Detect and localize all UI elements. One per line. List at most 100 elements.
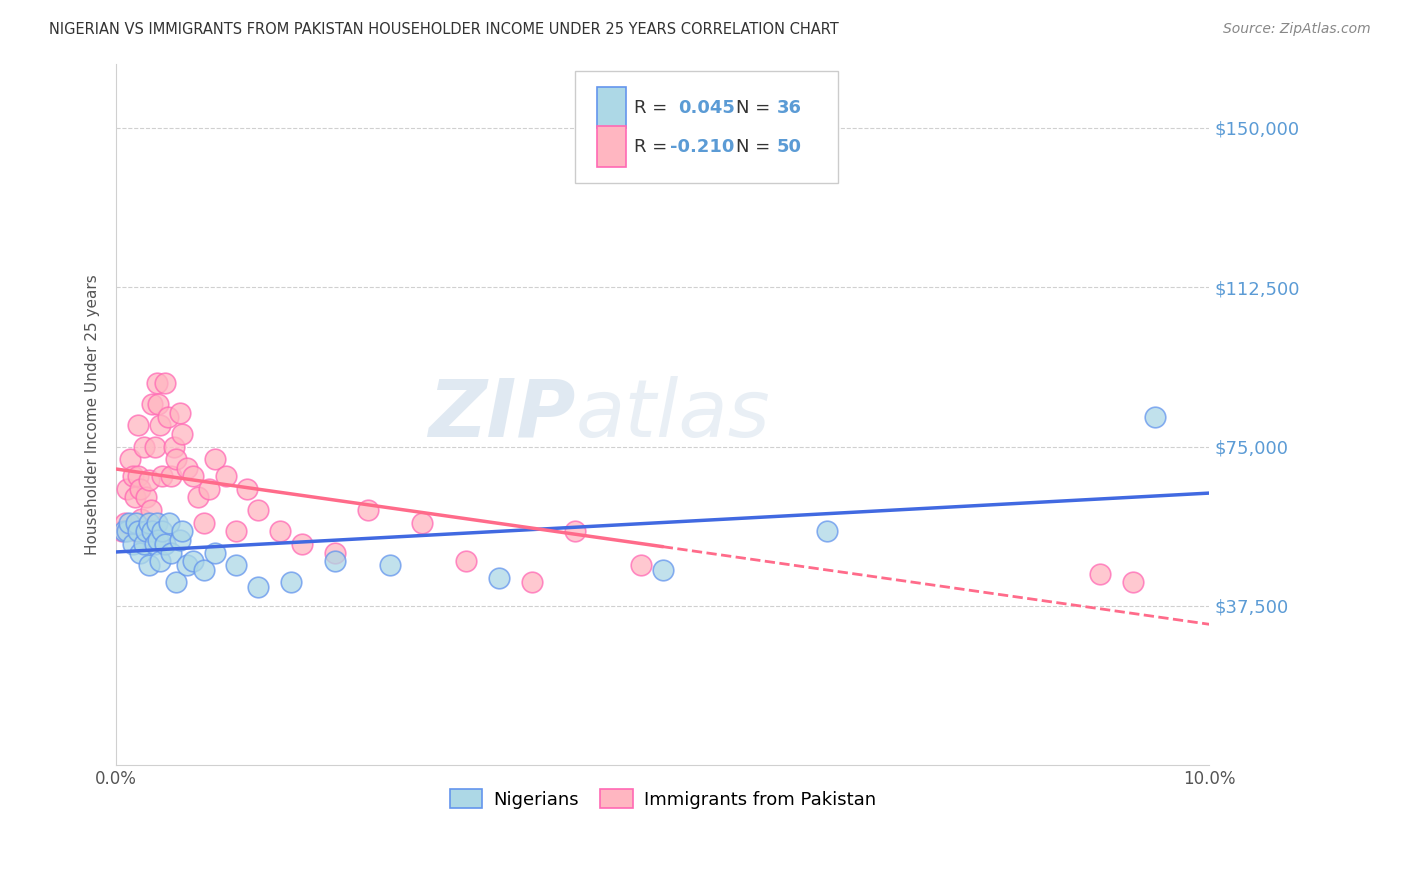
Point	[129, 546, 152, 560]
Point	[145, 376, 167, 390]
Point	[488, 571, 510, 585]
Point	[176, 558, 198, 573]
Point	[127, 524, 149, 539]
Point	[323, 554, 346, 568]
Point	[155, 376, 177, 390]
Point	[132, 537, 155, 551]
Point	[135, 491, 157, 505]
Point	[114, 516, 136, 530]
Point	[143, 537, 166, 551]
Point	[378, 558, 401, 573]
Point	[564, 524, 586, 539]
Point	[135, 524, 157, 539]
Point	[118, 516, 141, 530]
Point	[291, 537, 314, 551]
Point	[157, 516, 180, 530]
Text: 50: 50	[776, 137, 801, 156]
Legend: Nigerians, Immigrants from Pakistan: Nigerians, Immigrants from Pakistan	[443, 782, 883, 816]
Point	[112, 524, 135, 539]
Point	[138, 516, 160, 530]
Point	[198, 482, 221, 496]
Point	[146, 533, 169, 547]
Text: NIGERIAN VS IMMIGRANTS FROM PAKISTAN HOUSEHOLDER INCOME UNDER 25 YEARS CORRELATI: NIGERIAN VS IMMIGRANTS FROM PAKISTAN HOU…	[49, 22, 839, 37]
Point	[204, 452, 226, 467]
Point	[225, 524, 247, 539]
Point	[132, 440, 155, 454]
Point	[181, 469, 204, 483]
Point	[280, 575, 302, 590]
Point	[181, 554, 204, 568]
Point	[247, 503, 270, 517]
Point	[160, 546, 183, 560]
Text: N =: N =	[735, 98, 776, 117]
Text: 36: 36	[776, 98, 801, 117]
Point	[187, 491, 209, 505]
Text: ZIP: ZIP	[427, 376, 575, 454]
Point	[236, 482, 259, 496]
Point	[169, 405, 191, 419]
Point	[127, 469, 149, 483]
Point	[115, 482, 138, 496]
Text: 0.045: 0.045	[678, 98, 735, 117]
Point	[170, 426, 193, 441]
Point	[156, 409, 179, 424]
Point	[143, 440, 166, 454]
Point	[127, 418, 149, 433]
Point	[176, 460, 198, 475]
Point	[356, 503, 378, 517]
FancyBboxPatch shape	[575, 71, 838, 183]
Text: N =: N =	[735, 137, 776, 156]
Point	[520, 575, 543, 590]
Point	[150, 524, 173, 539]
Point	[131, 512, 153, 526]
Point	[1088, 566, 1111, 581]
Point	[1122, 575, 1144, 590]
Text: R =: R =	[634, 137, 673, 156]
Point	[111, 524, 134, 539]
Point	[135, 524, 157, 539]
Point	[121, 469, 143, 483]
Point	[141, 503, 163, 517]
Point	[630, 558, 652, 573]
Point	[170, 524, 193, 539]
Text: atlas: atlas	[575, 376, 770, 454]
Text: -0.210: -0.210	[671, 137, 735, 156]
Point	[124, 491, 146, 505]
Point	[193, 563, 215, 577]
Y-axis label: Householder Income Under 25 years: Householder Income Under 25 years	[86, 274, 100, 555]
Point	[163, 440, 186, 454]
Point	[160, 469, 183, 483]
Point	[193, 516, 215, 530]
Point	[121, 537, 143, 551]
Point	[115, 524, 138, 539]
Point	[138, 474, 160, 488]
Point	[125, 516, 148, 530]
FancyBboxPatch shape	[598, 126, 626, 168]
Point	[454, 554, 477, 568]
Point	[204, 546, 226, 560]
Point	[149, 418, 172, 433]
Point	[150, 469, 173, 483]
Point	[149, 554, 172, 568]
Text: Source: ZipAtlas.com: Source: ZipAtlas.com	[1223, 22, 1371, 37]
FancyBboxPatch shape	[598, 87, 626, 128]
Point	[145, 516, 167, 530]
Point	[269, 524, 291, 539]
Point	[651, 563, 673, 577]
Point	[1143, 409, 1166, 424]
Point	[411, 516, 433, 530]
Point	[138, 558, 160, 573]
Point	[129, 482, 152, 496]
Point	[125, 524, 148, 539]
Point	[247, 580, 270, 594]
Point	[169, 533, 191, 547]
Point	[155, 537, 177, 551]
Text: R =: R =	[634, 98, 673, 117]
Point	[323, 546, 346, 560]
Point	[225, 558, 247, 573]
Point	[146, 397, 169, 411]
Point	[165, 452, 187, 467]
Point	[120, 452, 142, 467]
Point	[165, 575, 187, 590]
Point	[815, 524, 838, 539]
